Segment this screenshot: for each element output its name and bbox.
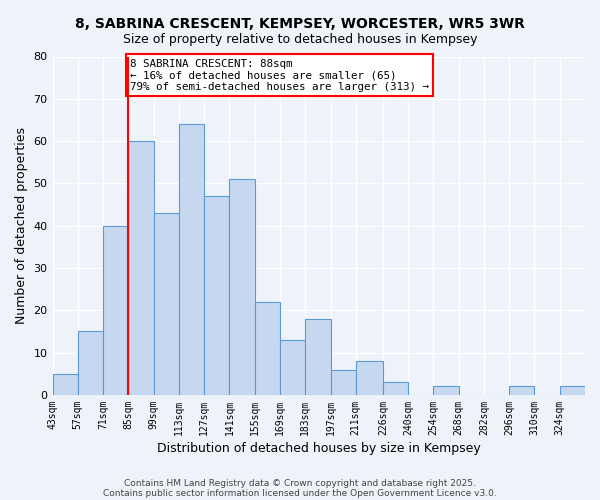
Bar: [433, 386, 458, 395]
Bar: [356, 361, 383, 395]
Bar: [53, 374, 78, 395]
Bar: [305, 319, 331, 395]
Text: Contains public sector information licensed under the Open Government Licence v3: Contains public sector information licen…: [103, 490, 497, 498]
Bar: [78, 332, 103, 395]
X-axis label: Distribution of detached houses by size in Kempsey: Distribution of detached houses by size …: [157, 442, 481, 455]
Bar: [154, 213, 179, 395]
Bar: [204, 196, 229, 395]
Text: Size of property relative to detached houses in Kempsey: Size of property relative to detached ho…: [123, 32, 477, 46]
Bar: [331, 370, 356, 395]
Text: 8, SABRINA CRESCENT, KEMPSEY, WORCESTER, WR5 3WR: 8, SABRINA CRESCENT, KEMPSEY, WORCESTER,…: [75, 18, 525, 32]
Bar: [560, 386, 585, 395]
Bar: [509, 386, 535, 395]
Bar: [179, 124, 204, 395]
Bar: [280, 340, 305, 395]
Y-axis label: Number of detached properties: Number of detached properties: [15, 127, 28, 324]
Bar: [254, 302, 280, 395]
Text: Contains HM Land Registry data © Crown copyright and database right 2025.: Contains HM Land Registry data © Crown c…: [124, 478, 476, 488]
Bar: [103, 226, 128, 395]
Bar: [229, 179, 254, 395]
Bar: [383, 382, 408, 395]
Text: 8 SABRINA CRESCENT: 88sqm
← 16% of detached houses are smaller (65)
79% of semi-: 8 SABRINA CRESCENT: 88sqm ← 16% of detac…: [130, 58, 429, 92]
Bar: [128, 141, 154, 395]
